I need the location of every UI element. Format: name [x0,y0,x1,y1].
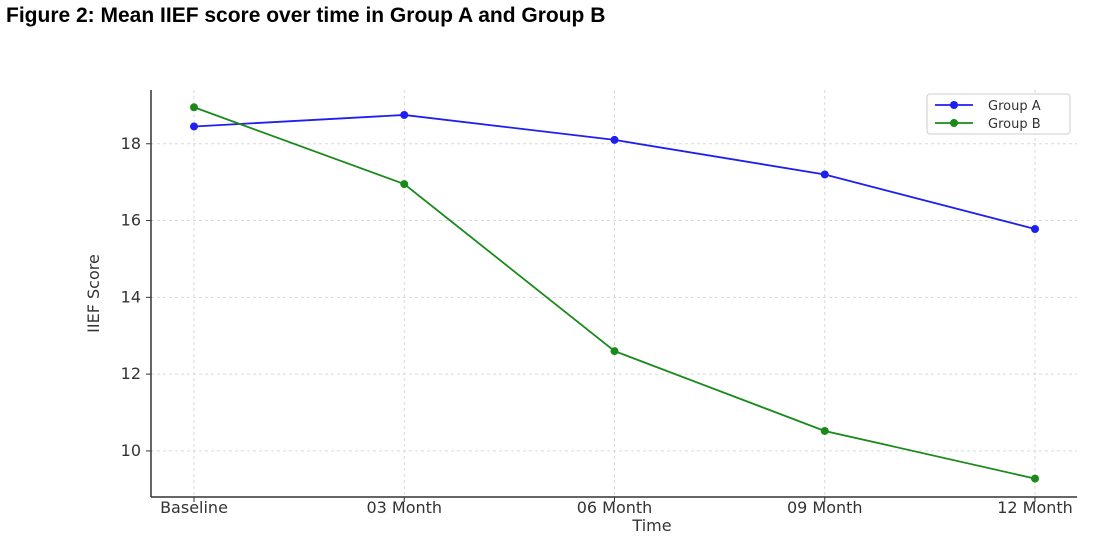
y-tick-label: 14 [121,287,141,306]
legend-swatch-marker [950,119,958,127]
legend-label: Group B [988,117,1041,132]
data-point [820,170,829,179]
y-tick-label: 16 [121,211,141,230]
data-point [400,180,409,189]
series-group-b [190,103,1039,483]
y-tick-label: 12 [121,364,141,383]
figure-title: Figure 2: Mean IIEF score over time in G… [6,4,606,27]
data-point [190,103,198,112]
series-group-a [190,110,1039,233]
legend-box [926,93,1071,135]
x-tick-label: 06 Month [577,498,653,517]
x-axis-ticks: Baseline 03 Month 06 Month 09 Month 12 Month [160,497,1073,517]
y-tick-label: 18 [121,134,141,153]
data-point [610,347,619,356]
data-point [820,426,829,435]
x-tick-label: Baseline [160,498,228,517]
data-point [400,110,409,119]
data-point [190,122,198,131]
y-axis-ticks: 10 12 14 16 18 [121,134,151,460]
legend: Group A Group B [926,93,1071,135]
data-point [1031,474,1039,483]
legend-swatch-marker [950,101,958,109]
series-layer [190,103,1039,483]
y-tick-label: 10 [121,441,141,460]
x-tick-label: 09 Month [787,498,863,517]
grid-lines [151,90,1077,497]
legend-label: Group A [988,99,1041,114]
x-axis-title: Time [631,516,671,535]
y-axis-title: IIEF Score [84,254,103,333]
x-tick-label: 03 Month [366,498,442,517]
data-point [610,135,619,144]
x-tick-label: 12 Month [997,498,1073,517]
data-point [1031,224,1039,233]
